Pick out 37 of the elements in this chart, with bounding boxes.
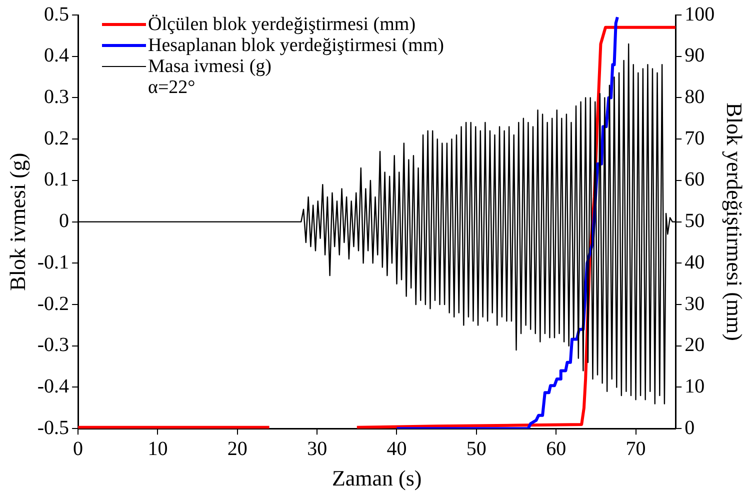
y-tick-label: 0.5	[44, 3, 70, 26]
y2-tick-label: 30	[684, 292, 705, 315]
y2-tick-label: 20	[684, 334, 705, 356]
y2-axis-title: Blok yerdeğiştirmesi (mm)	[722, 102, 748, 341]
y2-tick-label: 10	[684, 375, 705, 398]
y2-tick-label: 60	[684, 168, 705, 191]
legend-label: Hesaplanan blok yerdeğiştirmesi (mm)	[148, 35, 444, 56]
y-tick-label: 0.3	[44, 86, 70, 108]
y-axis-title: Blok ivmesi (g)	[4, 152, 30, 291]
legend-label: Ölçülen blok yerdeğiştirmesi (mm)	[148, 14, 416, 35]
y-tick-label: 0.2	[44, 127, 70, 150]
y-tick-label: 0.1	[44, 168, 70, 191]
y-tick-label: -0.5	[37, 416, 70, 439]
y-tick-label: 0.4	[44, 44, 70, 67]
y-tick-label: -0.2	[37, 292, 70, 315]
y2-tick-label: 50	[684, 210, 705, 232]
y2-tick-label: 100	[684, 3, 715, 26]
y-tick-label: 0	[59, 210, 70, 232]
x-tick-label: 10	[148, 438, 168, 460]
y2-tick-label: 0	[684, 416, 695, 439]
legend-label: Masa ivmesi (g)	[148, 56, 272, 77]
x-tick-label: 0	[73, 438, 84, 460]
y2-tick-label: 70	[684, 127, 705, 150]
x-axis-title: Zaman (s)	[332, 466, 422, 491]
y2-tick-label: 80	[684, 86, 705, 108]
y-tick-label: -0.3	[37, 334, 70, 356]
x-tick-label: 30	[307, 438, 328, 460]
x-tick-label: 50	[466, 438, 486, 460]
x-tick-label: 40	[386, 438, 407, 460]
y-tick-label: -0.4	[37, 375, 70, 398]
annotation: α=22°	[147, 77, 196, 98]
y2-tick-label: 90	[684, 44, 705, 67]
x-tick-label: 70	[626, 438, 646, 460]
y-tick-label: -0.1	[37, 251, 70, 274]
x-tick-label: 20	[227, 438, 248, 460]
y2-tick-label: 40	[684, 251, 705, 274]
x-tick-label: 60	[546, 438, 566, 460]
